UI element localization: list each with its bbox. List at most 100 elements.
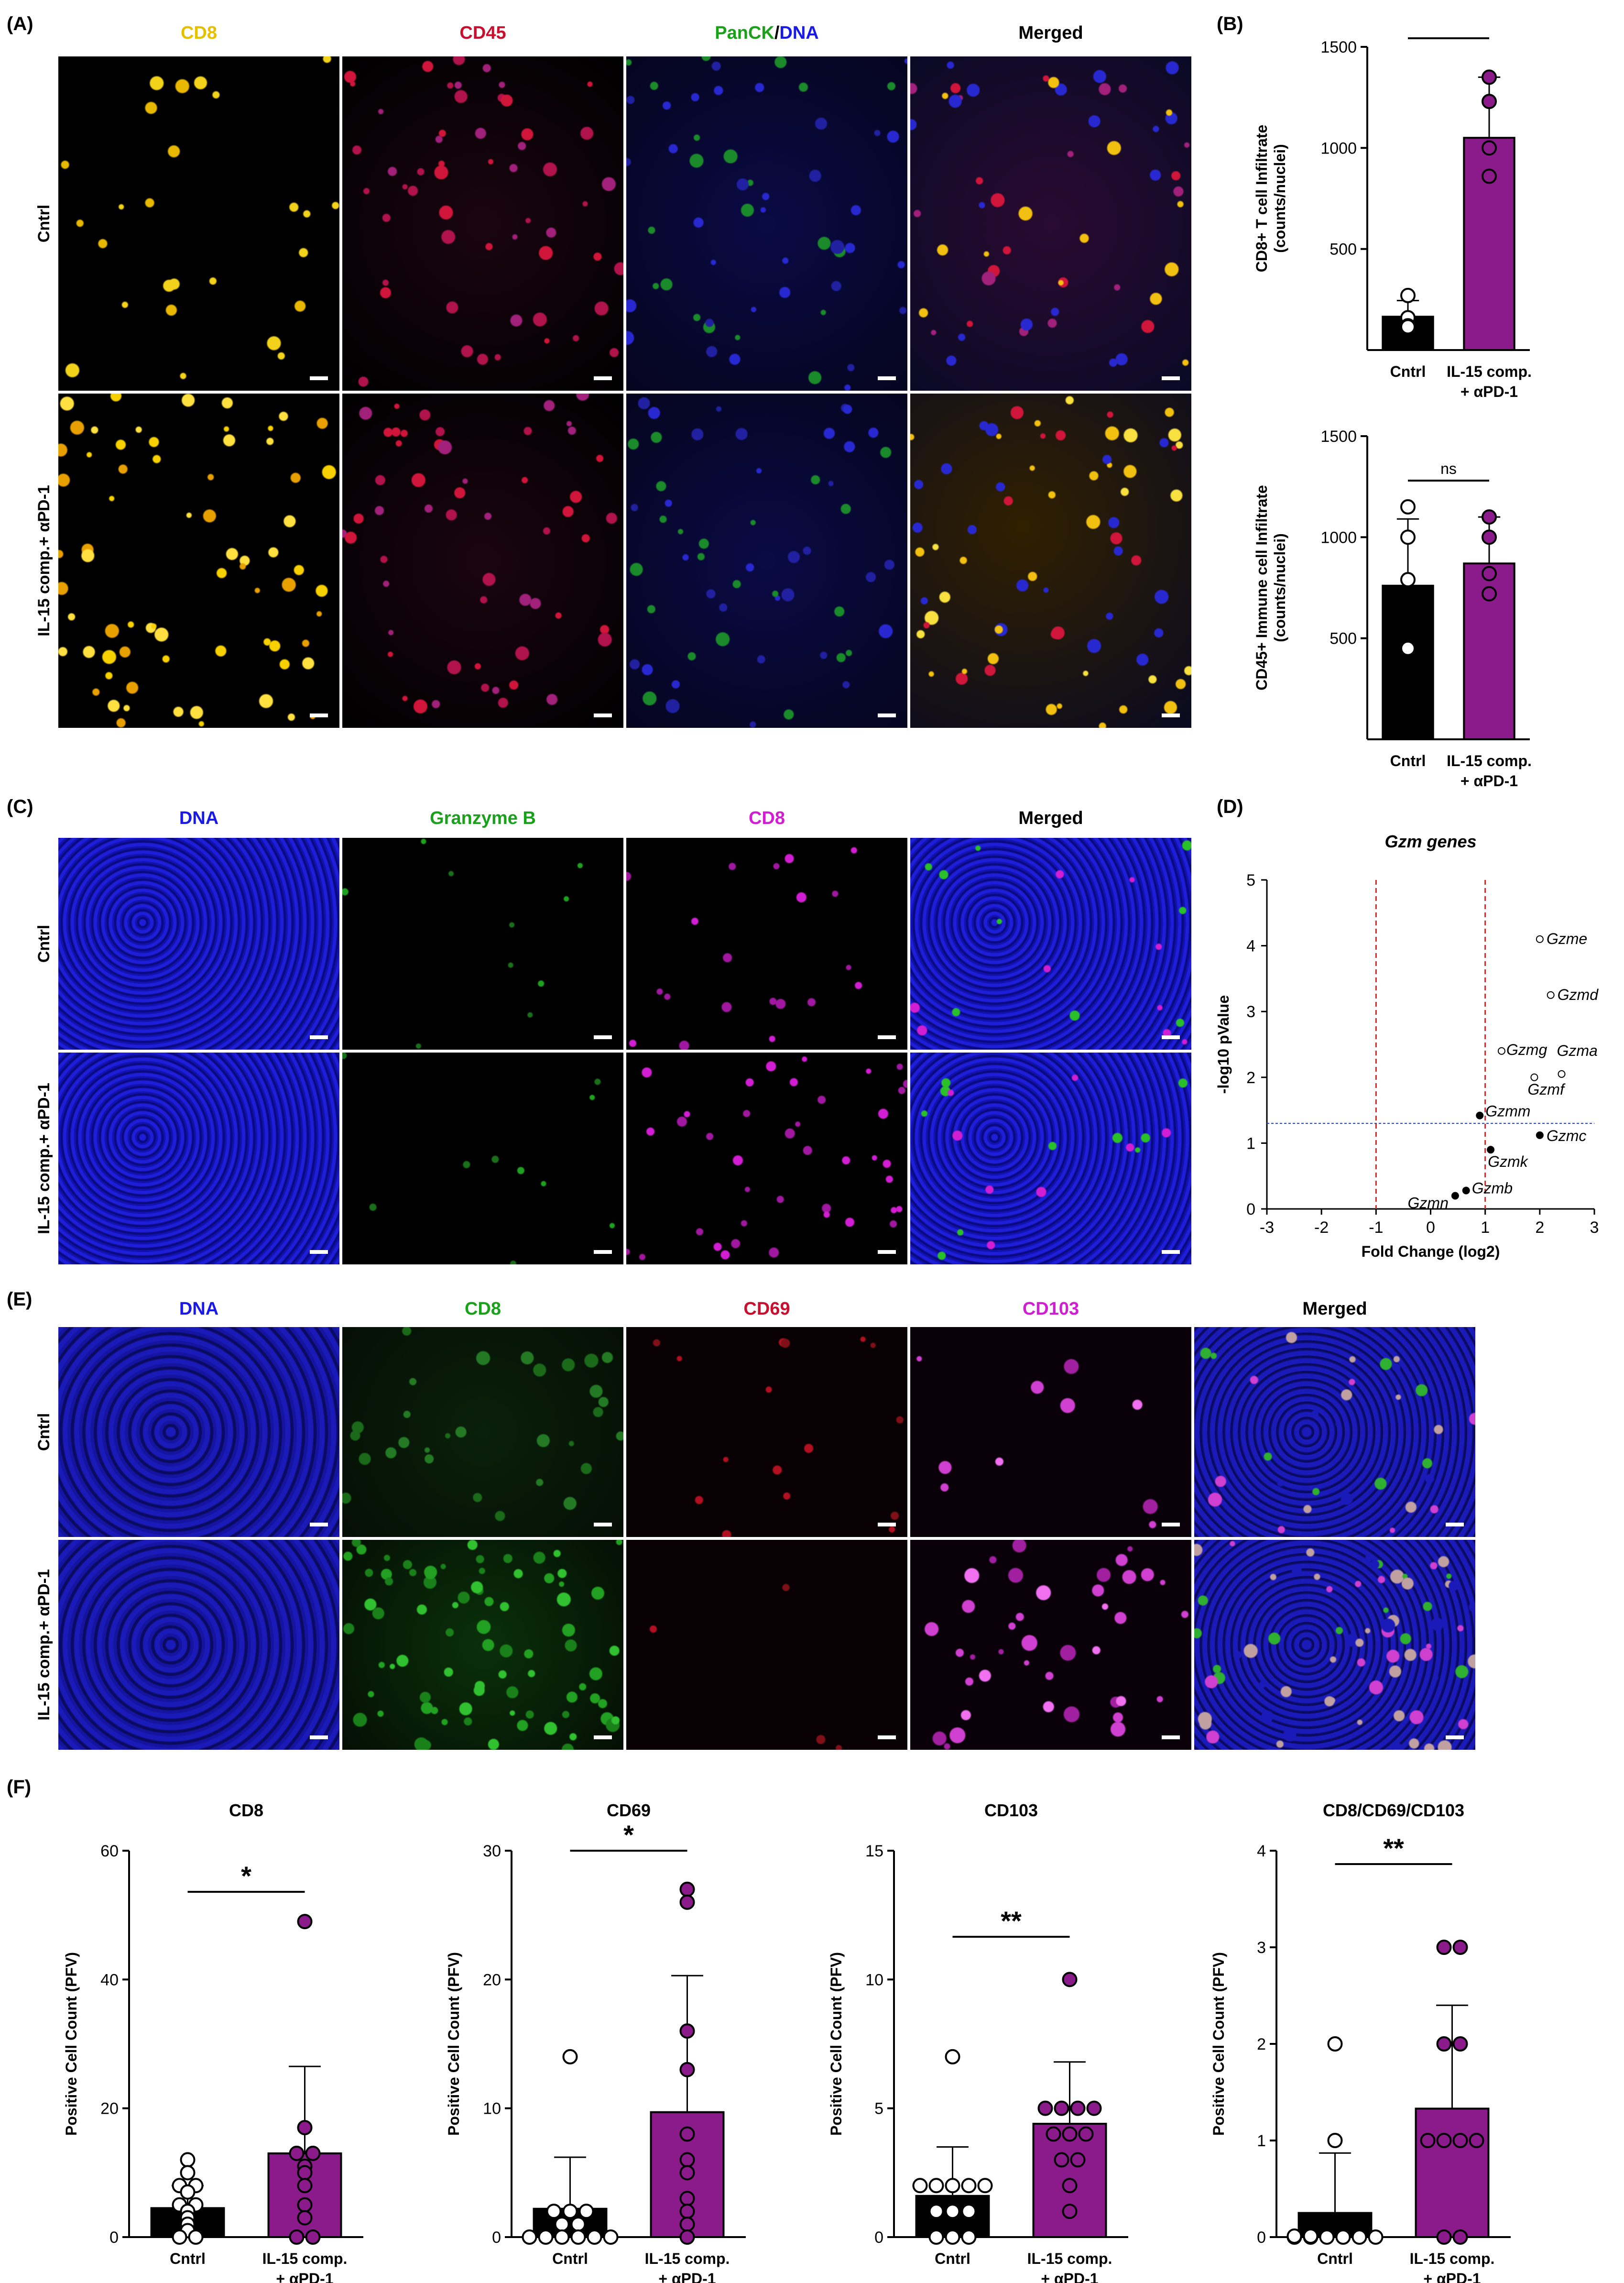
data-point xyxy=(928,2204,944,2219)
data-point xyxy=(679,2191,695,2206)
channel-label-cd8: CD8 xyxy=(748,808,785,828)
gene-label: Gzmd xyxy=(1558,986,1599,1003)
data-point xyxy=(1352,2229,1367,2245)
panel-f-triple-positive-bar-chart: CD8/CD69/CD103 0 1 2 3 4 Positive Cell Count (… xyxy=(1210,1800,1511,2283)
gene-point xyxy=(1451,1192,1459,1200)
data-point xyxy=(180,2152,196,2168)
y-tick-label: 500 xyxy=(1330,241,1357,259)
y-tick-label: 20 xyxy=(483,1971,501,1989)
gene-label: Gzmm xyxy=(1485,1103,1530,1120)
panel-d-label: (D) xyxy=(1217,796,1243,817)
gene-label: Gzma xyxy=(1557,1042,1598,1059)
y-axis-label: Positive Cell Count (PFV) xyxy=(445,1952,462,2136)
gene-label: Gzme xyxy=(1547,930,1587,947)
micrograph-treated-cd45 xyxy=(342,394,623,728)
data-point xyxy=(1452,2229,1468,2245)
y-tick-label: 2 xyxy=(1257,2035,1266,2053)
micrograph-treated-dna xyxy=(58,1540,339,1750)
micrograph-treated-merged xyxy=(1194,1540,1475,1750)
micrograph-cntrl-cd8 xyxy=(626,838,907,1050)
gene-point xyxy=(1558,1070,1566,1078)
x-tick-label: IL-15 comp. xyxy=(1027,2250,1112,2267)
data-point xyxy=(1482,94,1497,110)
data-point xyxy=(1452,2133,1468,2148)
channel-label-merged: Merged xyxy=(1302,1299,1367,1319)
data-point xyxy=(1436,1940,1452,1955)
row-label-treated: IL-15 comp.+ αPD-1 xyxy=(34,484,53,637)
channel-label-cd69: CD69 xyxy=(743,1299,790,1319)
data-point xyxy=(570,2229,586,2245)
y-tick-label: 1 xyxy=(1257,2132,1266,2150)
panel-b-cd45-bar-chart: 500 1000 1500 CD45+ Immune cell Infiltrate(… xyxy=(1253,428,1532,790)
data-point xyxy=(1037,2100,1053,2116)
micrograph-cntrl-cd69 xyxy=(626,1327,907,1537)
channel-label-cd103: CD103 xyxy=(1022,1299,1079,1319)
data-point xyxy=(1436,2229,1452,2245)
data-point xyxy=(961,2229,977,2245)
y-tick-label: 0 xyxy=(1246,1200,1255,1218)
gene-point xyxy=(1462,1186,1470,1195)
scale-bar xyxy=(1162,376,1180,380)
micrograph-treated-cd8 xyxy=(58,394,339,728)
x-tick-label: IL-15 comp. xyxy=(1447,752,1532,769)
y-axis-label: -log10 pValue xyxy=(1217,995,1232,1094)
x-tick-label: IL-15 comp. xyxy=(1447,363,1532,380)
data-point xyxy=(1368,2229,1384,2245)
data-point xyxy=(562,2049,578,2064)
data-point xyxy=(679,2126,695,2142)
scale-bar xyxy=(594,1250,612,1254)
micrograph-treated-merged xyxy=(910,394,1191,728)
data-point xyxy=(1335,2229,1351,2245)
y-tick-label: 1000 xyxy=(1320,139,1357,157)
y-tick-label: 4 xyxy=(1257,1842,1266,1860)
data-point xyxy=(912,2178,928,2194)
data-point xyxy=(1420,2133,1436,2148)
significance-marker: ** xyxy=(1383,1833,1404,1863)
panel-f-cd69-bar-chart: CD69 0 10 20 30 Positive Cell Count (PFV) Cntr… xyxy=(445,1800,746,2283)
gene-label: Gzmf xyxy=(1527,1081,1566,1098)
scale-bar xyxy=(310,1523,328,1526)
micrograph-cntrl-merged xyxy=(1194,1327,1475,1537)
data-point xyxy=(1400,287,1416,303)
data-point xyxy=(554,2217,570,2232)
x-tick-label: IL-15 comp. xyxy=(645,2250,730,2267)
data-point xyxy=(679,2165,695,2181)
micrograph-cntrl-dna xyxy=(58,838,339,1050)
data-point xyxy=(945,2049,960,2064)
x-tick-label: Cntrl xyxy=(935,2250,970,2267)
x-tick-label: 2 xyxy=(1535,1218,1544,1237)
data-point xyxy=(1062,2126,1078,2142)
data-point xyxy=(679,1894,695,1910)
data-point xyxy=(945,2229,960,2245)
data-point xyxy=(1452,2036,1468,2052)
x-tick-label: Cntrl xyxy=(170,2250,206,2267)
data-point xyxy=(1436,2036,1452,2052)
channel-label-cd8: CD8 xyxy=(180,23,218,43)
row-label-cntrl: Cntrl xyxy=(34,204,53,242)
data-point xyxy=(1400,319,1416,335)
micrograph-treated-cd8 xyxy=(626,1053,907,1264)
data-point xyxy=(1400,572,1416,588)
data-point xyxy=(679,2229,695,2245)
chart-title: Gzm genes xyxy=(1384,832,1476,851)
data-point xyxy=(1400,529,1416,545)
scale-bar xyxy=(1162,713,1180,717)
chart-title: CD103 xyxy=(984,1800,1038,1820)
chart-title: CD8 xyxy=(229,1800,263,1820)
panel-a-label: (A) xyxy=(7,13,33,34)
data-point xyxy=(297,2120,313,2136)
x-tick-label: + αPD-1 xyxy=(1041,2270,1098,2283)
data-point xyxy=(546,2204,562,2219)
y-tick-label: 1 xyxy=(1246,1134,1255,1152)
data-point xyxy=(977,2178,993,2194)
y-tick-label: 0 xyxy=(492,2228,501,2247)
x-tick-label: IL-15 comp. xyxy=(1410,2250,1495,2267)
scale-bar xyxy=(594,1035,612,1039)
data-point xyxy=(1054,2152,1069,2168)
data-point xyxy=(1062,2178,1078,2194)
data-point xyxy=(1327,2133,1343,2148)
scale-bar xyxy=(310,376,328,380)
panel-f-label: (F) xyxy=(7,1777,32,1798)
data-point xyxy=(679,2152,695,2168)
data-point xyxy=(180,2184,196,2200)
